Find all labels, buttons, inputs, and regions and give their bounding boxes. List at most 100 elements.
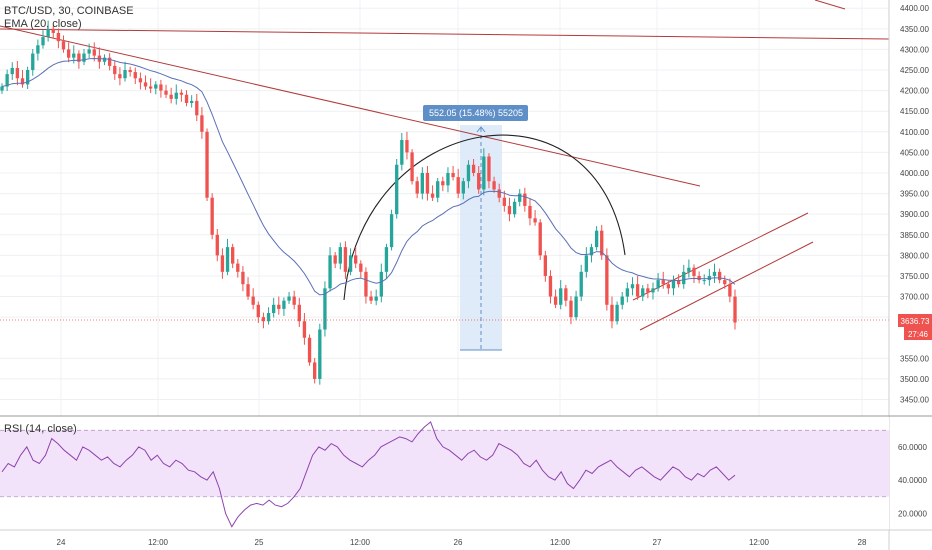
- candle: [712, 263, 717, 283]
- candle-body: [87, 49, 91, 54]
- candle-body: [671, 280, 676, 289]
- candle: [87, 43, 91, 59]
- candle-body: [241, 271, 245, 285]
- candle: [36, 39, 40, 61]
- candle-body: [533, 218, 537, 223]
- candle: [646, 283, 650, 299]
- candle-body: [441, 181, 445, 186]
- candle: [482, 148, 486, 196]
- candle-body: [379, 271, 383, 297]
- candle-body: [230, 247, 235, 264]
- candle-body: [154, 84, 158, 89]
- candle-body: [687, 267, 691, 272]
- candle-body: [610, 304, 614, 322]
- candle-body: [466, 164, 471, 182]
- trend-lines[interactable]: [0, 0, 890, 331]
- candle: [343, 241, 348, 279]
- candle: [395, 158, 399, 219]
- price-pane[interactable]: [0, 0, 889, 416]
- candle: [66, 42, 71, 63]
- candle: [594, 226, 599, 251]
- price-tick-label: 3750.00: [900, 272, 929, 281]
- rsi-indicator-label[interactable]: RSI (14, close): [4, 423, 77, 435]
- candle: [523, 187, 527, 212]
- candle-body: [338, 247, 342, 264]
- candle: [641, 285, 645, 302]
- candle: [430, 185, 435, 201]
- price-range-measure[interactable]: [460, 125, 502, 351]
- candle: [241, 266, 245, 292]
- ema-indicator-label[interactable]: EMA (20, close): [4, 18, 82, 30]
- candle-body: [159, 84, 163, 91]
- candle: [630, 277, 635, 296]
- candle: [512, 198, 517, 218]
- candle-body: [107, 57, 112, 66]
- candle-body: [574, 296, 578, 318]
- candle-body: [405, 140, 409, 153]
- price-tick-label: 4100.00: [900, 128, 929, 137]
- candle-body: [548, 275, 553, 297]
- rounded-bottom-arc[interactable]: [343, 134, 626, 301]
- candle-body: [389, 214, 394, 248]
- candle-body: [594, 230, 599, 248]
- candle-body: [256, 304, 260, 318]
- channel-lower-line[interactable]: [639, 241, 814, 331]
- candle: [128, 66, 132, 77]
- candle-body: [682, 271, 686, 285]
- time-axis[interactable]: 24 12:00 25 12:00 26 12:00 27 12:00 28: [57, 538, 867, 547]
- candle: [246, 277, 250, 300]
- candle: [169, 87, 173, 104]
- candle: [584, 247, 589, 278]
- candle: [210, 193, 214, 240]
- horizontal-resistance-line[interactable]: [0, 28, 890, 40]
- last-price-value: 3636.73: [901, 317, 930, 326]
- candle: [323, 281, 327, 337]
- candle: [261, 312, 266, 329]
- candle: [687, 259, 691, 278]
- candle: [461, 177, 465, 200]
- candle: [0, 83, 4, 94]
- candle-body: [133, 72, 137, 79]
- candle-body: [297, 304, 301, 322]
- candle: [338, 242, 342, 270]
- candle: [118, 67, 122, 86]
- candle: [666, 280, 671, 295]
- candle: [589, 243, 594, 263]
- candle: [41, 30, 45, 49]
- candle-body: [630, 284, 635, 289]
- candle: [20, 70, 25, 88]
- candle-body: [641, 288, 645, 297]
- candle-countdown: 27:46: [908, 330, 929, 339]
- candle: [292, 290, 296, 310]
- candle: [400, 133, 404, 171]
- candle: [456, 168, 460, 199]
- rsi-tick-label: 20.0000: [898, 509, 927, 518]
- rsi-tick-label: 60.0000: [898, 443, 927, 452]
- candle-body: [179, 92, 184, 95]
- candle: [410, 149, 414, 185]
- rsi-band: [0, 430, 889, 497]
- candle: [723, 275, 727, 289]
- candle-body: [374, 296, 378, 301]
- candle-body: [5, 74, 9, 87]
- price-axis[interactable]: [889, 0, 932, 416]
- candle: [692, 264, 696, 283]
- price-tick-label: 3700.00: [900, 293, 929, 302]
- candle-body: [502, 197, 507, 206]
- candle: [307, 334, 312, 366]
- candle-body: [292, 296, 296, 305]
- candle-body: [277, 304, 281, 309]
- candle: [405, 131, 409, 160]
- candle: [620, 292, 624, 310]
- descending-trendline[interactable]: [0, 25, 701, 187]
- price-tick-label: 3950.00: [900, 190, 929, 199]
- channel-upper-line[interactable]: [632, 212, 809, 301]
- candle-body: [425, 172, 430, 194]
- upper-trend-fragment[interactable]: [814, 0, 846, 10]
- candle: [492, 176, 496, 193]
- candle: [441, 176, 445, 192]
- candle-body: [666, 284, 671, 289]
- candle: [154, 81, 158, 95]
- last-price-badge: 3636.73 27:46: [898, 314, 932, 340]
